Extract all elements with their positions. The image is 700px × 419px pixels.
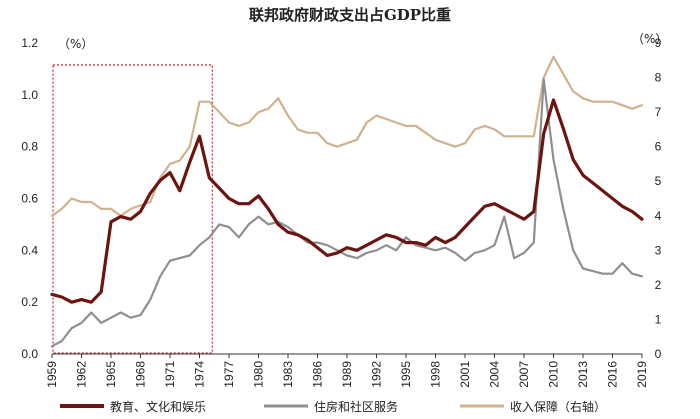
- x-tick-label: 1983: [281, 361, 295, 388]
- legend: 教育、文化和娱乐 住房和社区服务 收入保障（右轴）: [60, 399, 606, 414]
- education-line: [50, 98, 644, 304]
- income-security-line: [50, 55, 644, 217]
- left-tick-label: 0.2: [21, 295, 38, 309]
- right-tick-label: 9: [655, 36, 662, 50]
- x-tick-label: 1986: [311, 361, 325, 388]
- left-tick-label: 0.0: [21, 347, 38, 361]
- legend-label-housing: 住房和社区服务: [314, 399, 398, 414]
- right-tick-label: 8: [655, 71, 662, 85]
- housing-line: [50, 78, 644, 348]
- x-tick-label: 2016: [606, 361, 620, 388]
- right-tick-label: 3: [655, 243, 662, 257]
- x-tick-label: 1992: [370, 361, 384, 388]
- left-tick-label: 1.2: [21, 36, 38, 50]
- right-tick-label: 2: [655, 278, 662, 292]
- axes: 0.0 0.2 0.4 0.6 0.8 1.0 1.2 0 1 2 3 4 5 6 7 8 9 1959 1962 1…: [21, 36, 661, 388]
- right-tick-label: 1: [655, 312, 662, 326]
- x-tick-label: 1989: [340, 361, 354, 388]
- right-tick-label: 0: [655, 347, 662, 361]
- x-tick-label: 2010: [547, 361, 561, 388]
- x-tick-label: 1971: [163, 361, 177, 388]
- x-tick-label: 2007: [517, 361, 531, 388]
- right-tick-label: 6: [655, 140, 662, 154]
- right-tick-label: 5: [655, 174, 662, 188]
- x-tick-label: 1959: [45, 361, 59, 388]
- right-tick-label: 4: [655, 209, 662, 223]
- x-tick-label: 1965: [104, 361, 118, 388]
- x-tick-label: 2019: [635, 361, 649, 388]
- x-tick-label: 1968: [134, 361, 148, 388]
- x-tick-label: 1998: [429, 361, 443, 388]
- chart-title: 联邦政府财政支出占GDP比重: [249, 6, 451, 24]
- x-tick-label: 2013: [576, 361, 590, 388]
- left-tick-label: 0.6: [21, 192, 38, 206]
- x-tick-label: 2001: [458, 361, 472, 388]
- x-tick-label: 2004: [488, 361, 502, 388]
- left-axis-unit: （%）: [58, 37, 93, 51]
- x-tick-label: 1974: [193, 361, 207, 388]
- series-lines: [50, 55, 644, 348]
- x-tick-label: 1962: [75, 361, 89, 388]
- x-tick-label: 1977: [222, 361, 236, 388]
- right-tick-label: 7: [655, 105, 662, 119]
- legend-label-income: 收入保障（右轴）: [510, 399, 606, 414]
- left-tick-label: 0.4: [21, 243, 38, 257]
- x-tick-label: 1995: [399, 361, 413, 388]
- left-tick-label: 0.8: [21, 140, 38, 154]
- left-tick-label: 1.0: [21, 88, 38, 102]
- x-tick-label: 1980: [252, 361, 266, 388]
- legend-label-education: 教育、文化和娱乐: [110, 399, 206, 414]
- right-axis-unit: （%）: [632, 32, 667, 46]
